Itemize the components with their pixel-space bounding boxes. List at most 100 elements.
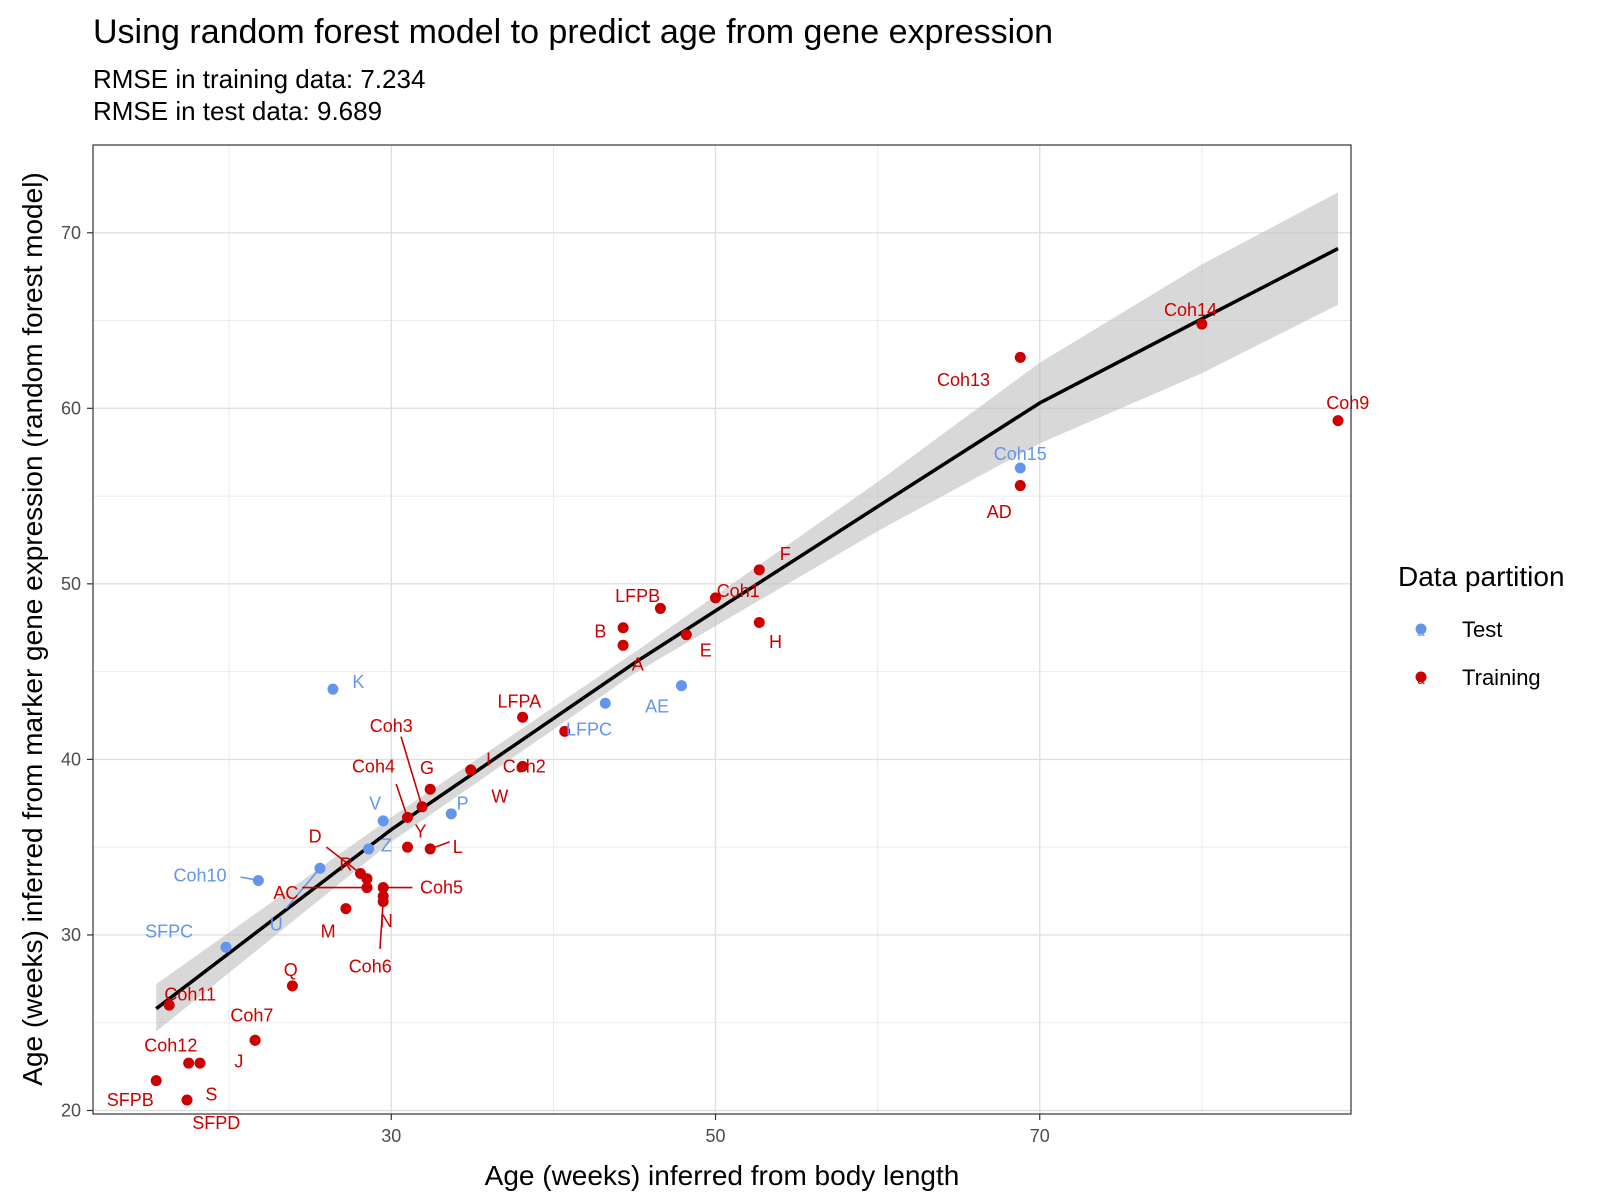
- point-label-coh10: Coh10: [173, 865, 226, 885]
- legend: Data partition a Test a Training: [1398, 561, 1565, 690]
- data-point-sfpb: [150, 1075, 162, 1087]
- data-point-coh6: [377, 896, 389, 908]
- point-label-g: G: [420, 758, 434, 778]
- y-tick-label: 30: [61, 925, 81, 945]
- data-point-h: [753, 616, 765, 628]
- leader-line: [400, 736, 423, 808]
- point-label-coh13: Coh13: [937, 370, 990, 390]
- point-label-ad: AD: [987, 502, 1012, 522]
- data-point-ae: [675, 680, 687, 692]
- data-point-lfpa: [517, 711, 529, 723]
- point-label-e: E: [700, 641, 712, 661]
- data-point-coh12: [183, 1057, 195, 1069]
- data-point-e: [680, 629, 692, 641]
- data-point-coh4: [402, 811, 413, 823]
- leader-line: [285, 867, 321, 910]
- plot-border: [92, 144, 1352, 1115]
- point-label-coh3: Coh3: [370, 716, 413, 736]
- x-axis-ticks: 30 50 70: [381, 1114, 1050, 1146]
- leader-line: [395, 783, 409, 818]
- point-label-w: W: [491, 786, 508, 806]
- data-point-j: [249, 1034, 261, 1046]
- point-label-coh12: Coh12: [144, 1036, 197, 1056]
- point-label-i: I: [486, 749, 491, 769]
- data-point-y: [402, 841, 413, 853]
- chart-subtitle-training-rmse: RMSE in training data: 7.234: [93, 64, 425, 94]
- point-label-coh5: Coh5: [420, 878, 463, 898]
- data-point-s: [194, 1057, 206, 1069]
- data-point-k: [327, 683, 339, 695]
- data-points: [150, 318, 1344, 1106]
- point-label-ac: AC: [273, 883, 298, 903]
- data-point-p: [445, 808, 457, 820]
- point-label-n: N: [380, 911, 393, 931]
- point-label-d: D: [309, 827, 322, 847]
- data-point-l: [424, 843, 436, 855]
- point-label-s: S: [205, 1085, 217, 1105]
- point-label-lfpc: LFPC: [566, 720, 612, 740]
- data-point-coh2: [559, 725, 571, 737]
- data-point-coh13: [1014, 351, 1026, 363]
- legend-key-test: [1415, 623, 1427, 635]
- y-tick-label: 20: [61, 1100, 81, 1120]
- data-point-q: [286, 980, 298, 992]
- point-label-m: M: [321, 921, 336, 941]
- data-point-ad: [1014, 480, 1026, 492]
- data-point-m: [340, 903, 352, 915]
- point-label-a: A: [632, 655, 644, 675]
- data-point-coh15: [1014, 462, 1026, 474]
- point-label-ae: AE: [645, 697, 669, 717]
- point-label-h: H: [769, 632, 782, 652]
- legend-key-text-training: a: [1417, 672, 1425, 687]
- chart-title: Using random forest model to predict age…: [93, 13, 1053, 51]
- point-label-coh11: Coh11: [164, 985, 216, 1005]
- data-point-lfpc: [599, 697, 611, 709]
- data-point-z: [363, 843, 375, 855]
- y-tick-label: 50: [61, 574, 81, 594]
- x-tick-label: 50: [705, 1126, 725, 1146]
- point-label-coh4: Coh4: [352, 756, 395, 776]
- point-label-coh14: Coh14: [1164, 300, 1217, 320]
- data-point-coh10: [252, 875, 264, 887]
- point-label-coh1: Coh1: [717, 581, 760, 601]
- legend-label-training: Training: [1462, 665, 1541, 690]
- data-point-coh11: [163, 999, 175, 1011]
- point-label-u: U: [270, 914, 283, 934]
- point-label-y: Y: [414, 821, 426, 841]
- point-label-coh2: Coh2: [503, 756, 546, 776]
- data-point-u: [314, 862, 326, 874]
- y-tick-label: 60: [61, 398, 81, 418]
- x-tick-label: 30: [381, 1126, 401, 1146]
- y-axis-title: Age (weeks) inferred from marker gene ex…: [17, 172, 48, 1085]
- legend-label-test: Test: [1462, 617, 1502, 642]
- major-gridlines: [93, 145, 1351, 1114]
- point-label-b: B: [594, 621, 606, 641]
- data-point-coh14: [1196, 318, 1208, 330]
- legend-key-text-test: a: [1417, 624, 1425, 639]
- point-label-v: V: [369, 793, 381, 813]
- data-point-coh9: [1332, 415, 1344, 427]
- data-point-coh3: [416, 801, 428, 813]
- legend-entry-training: a Training: [1415, 665, 1541, 690]
- data-point-w: [517, 760, 529, 772]
- data-point-lfpb: [654, 602, 666, 614]
- y-axis-ticks: 20 30 40 50 60 70: [61, 223, 93, 1120]
- leader-line: [325, 846, 361, 875]
- point-label-coh6: Coh6: [349, 957, 392, 977]
- leader-line: [379, 901, 384, 950]
- legend-key-training: [1415, 671, 1427, 683]
- point-label-r: R: [339, 855, 352, 875]
- data-point-ac: [361, 882, 373, 894]
- data-point-i: [465, 764, 477, 776]
- point-label-sfpb: SFPB: [107, 1090, 154, 1110]
- point-label-coh9: Coh9: [1326, 393, 1369, 413]
- y-tick-label: 40: [61, 749, 81, 769]
- point-label-f: F: [780, 544, 791, 564]
- point-label-coh7: Coh7: [230, 1006, 273, 1026]
- data-point-r: [361, 873, 373, 885]
- data-point-b: [617, 622, 629, 634]
- x-axis-title: Age (weeks) inferred from body length: [485, 1160, 960, 1191]
- data-point-coh1: [710, 592, 722, 604]
